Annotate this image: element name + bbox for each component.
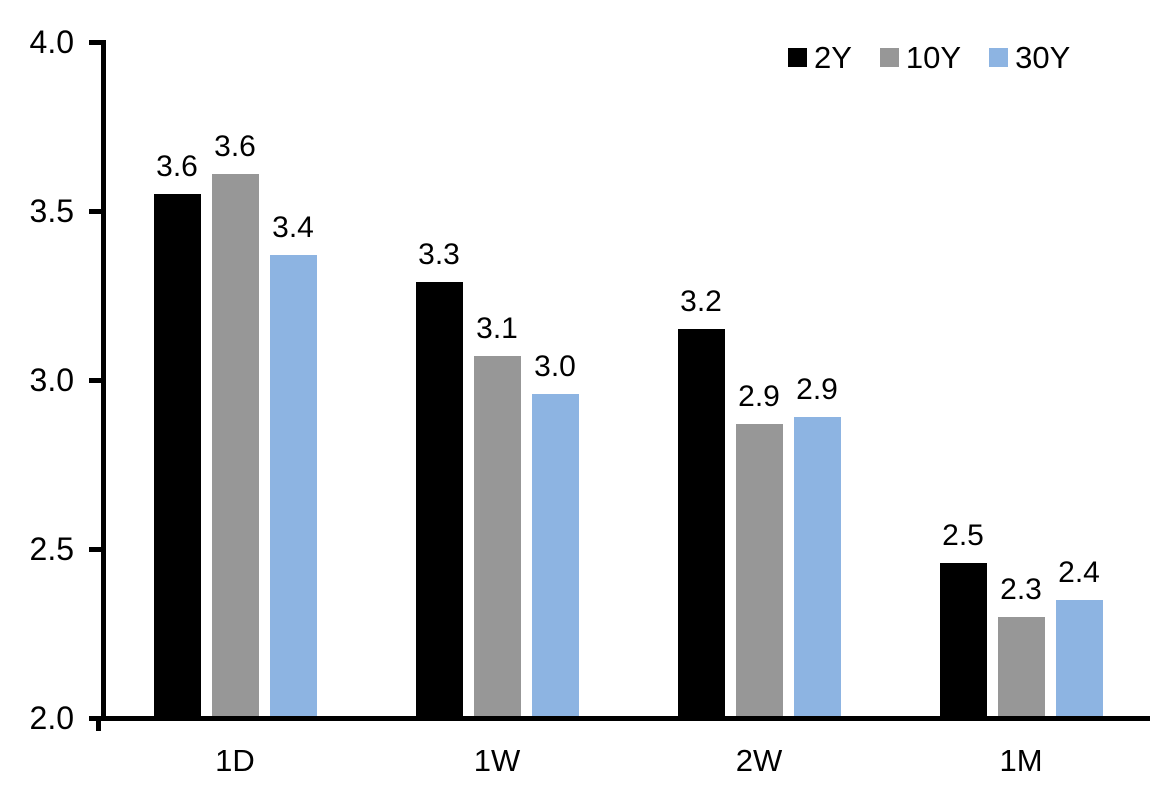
- legend-label: 10Y: [905, 40, 962, 75]
- x-axis-line: [96, 716, 1150, 721]
- bar-value-label: 3.4: [272, 210, 314, 244]
- legend-label: 2Y: [814, 40, 852, 75]
- bar-30Y-1M: [1055, 599, 1103, 716]
- bar-2Y-1D: [153, 194, 201, 716]
- legend-swatch-icon: [788, 48, 807, 67]
- bar-value-label: 3.1: [476, 312, 518, 346]
- bar-10Y-1M: [997, 616, 1045, 716]
- y-tick-mark: [89, 40, 106, 45]
- bar-value-label: 2.9: [738, 379, 780, 413]
- legend-label: 30Y: [1015, 40, 1071, 75]
- bar-30Y-1W: [531, 393, 579, 716]
- bar-value-label: 3.3: [418, 237, 460, 271]
- bar-value-label: 3.6: [156, 150, 198, 184]
- bar-value-label: 2.9: [796, 373, 838, 407]
- bar-10Y-1D: [211, 173, 259, 716]
- bar-value-label: 3.2: [680, 285, 722, 319]
- y-tick-label: 3.5: [29, 193, 74, 229]
- x-axis-label-1W: 1W: [473, 743, 521, 778]
- legend: 2Y 10Y 30Y: [788, 42, 1070, 73]
- bar-value-label: 3.0: [534, 349, 576, 383]
- bar-30Y-1D: [269, 254, 317, 716]
- bar-2Y-2W: [677, 329, 725, 716]
- legend-item-30Y: 30Y: [989, 42, 1070, 73]
- y-tick-label: 2.5: [29, 531, 74, 567]
- bar-10Y-2W: [735, 423, 783, 716]
- y-tick-label: 3.0: [29, 362, 74, 398]
- y-tick-mark: [89, 378, 106, 383]
- bar-value-label: 2.3: [1000, 572, 1042, 606]
- bar-30Y-2W: [793, 417, 841, 716]
- legend-item-10Y: 10Y: [879, 40, 962, 75]
- bar-10Y-1W: [473, 356, 521, 716]
- bar-2Y-1M: [939, 562, 987, 716]
- bar-value-label: 3.6: [214, 129, 256, 163]
- x-axis-label-1M: 1M: [999, 743, 1043, 778]
- bar-value-label: 2.5: [942, 518, 984, 552]
- legend-item-2Y: 2Y: [788, 42, 852, 73]
- legend-swatch-icon: [989, 48, 1009, 67]
- y-tick-label: 4.0: [29, 24, 74, 60]
- bar-value-label: 2.4: [1058, 555, 1100, 589]
- y-tick-mark: [89, 547, 106, 552]
- x-axis-origin-tick: [96, 716, 101, 731]
- legend-swatch-icon: [879, 48, 899, 67]
- y-tick-mark: [89, 209, 106, 214]
- x-axis-label-2W: 2W: [735, 743, 783, 778]
- y-tick-label: 2.0: [29, 700, 74, 736]
- bar-2Y-1W: [415, 281, 463, 716]
- x-axis-label-1D: 1D: [215, 743, 255, 778]
- y-tick-mark: [89, 716, 106, 721]
